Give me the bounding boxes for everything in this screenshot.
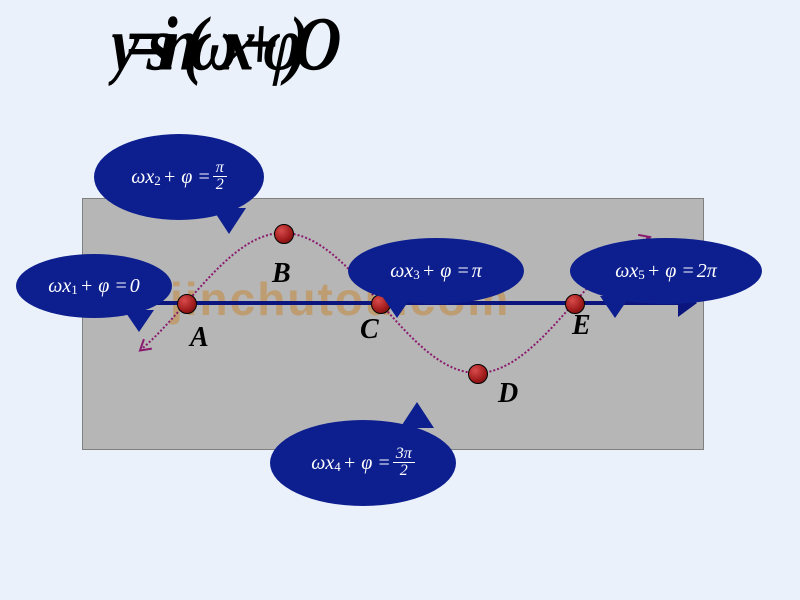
callout-eq4: ωx4 + φ = 3π2 bbox=[270, 420, 456, 506]
point-label-C: C bbox=[360, 314, 379, 346]
callout-formula: ωx5 + φ = 2π bbox=[615, 260, 717, 283]
callout-eq1: ωx1 + φ = 0 bbox=[16, 254, 172, 318]
callout-formula: ωx3 + φ = π bbox=[390, 260, 482, 283]
point-label-B: B bbox=[272, 258, 291, 290]
callout-formula: ωx1 + φ = 0 bbox=[48, 275, 140, 298]
key-point-A bbox=[177, 294, 197, 314]
key-point-B bbox=[274, 224, 294, 244]
key-point-D bbox=[468, 364, 488, 384]
point-label-A: A bbox=[190, 322, 209, 354]
point-label-E: E bbox=[572, 310, 591, 342]
point-label-D: D bbox=[498, 378, 518, 410]
callout-eq5: ωx5 + φ = 2π bbox=[570, 238, 762, 304]
callout-formula: ωx2 + φ = π2 bbox=[131, 161, 227, 194]
callout-eq2: ωx2 + φ = π2 bbox=[94, 134, 264, 220]
callout-formula: ωx4 + φ = 3π2 bbox=[311, 447, 415, 480]
callout-eq3: ωx3 + φ = π bbox=[348, 238, 524, 304]
